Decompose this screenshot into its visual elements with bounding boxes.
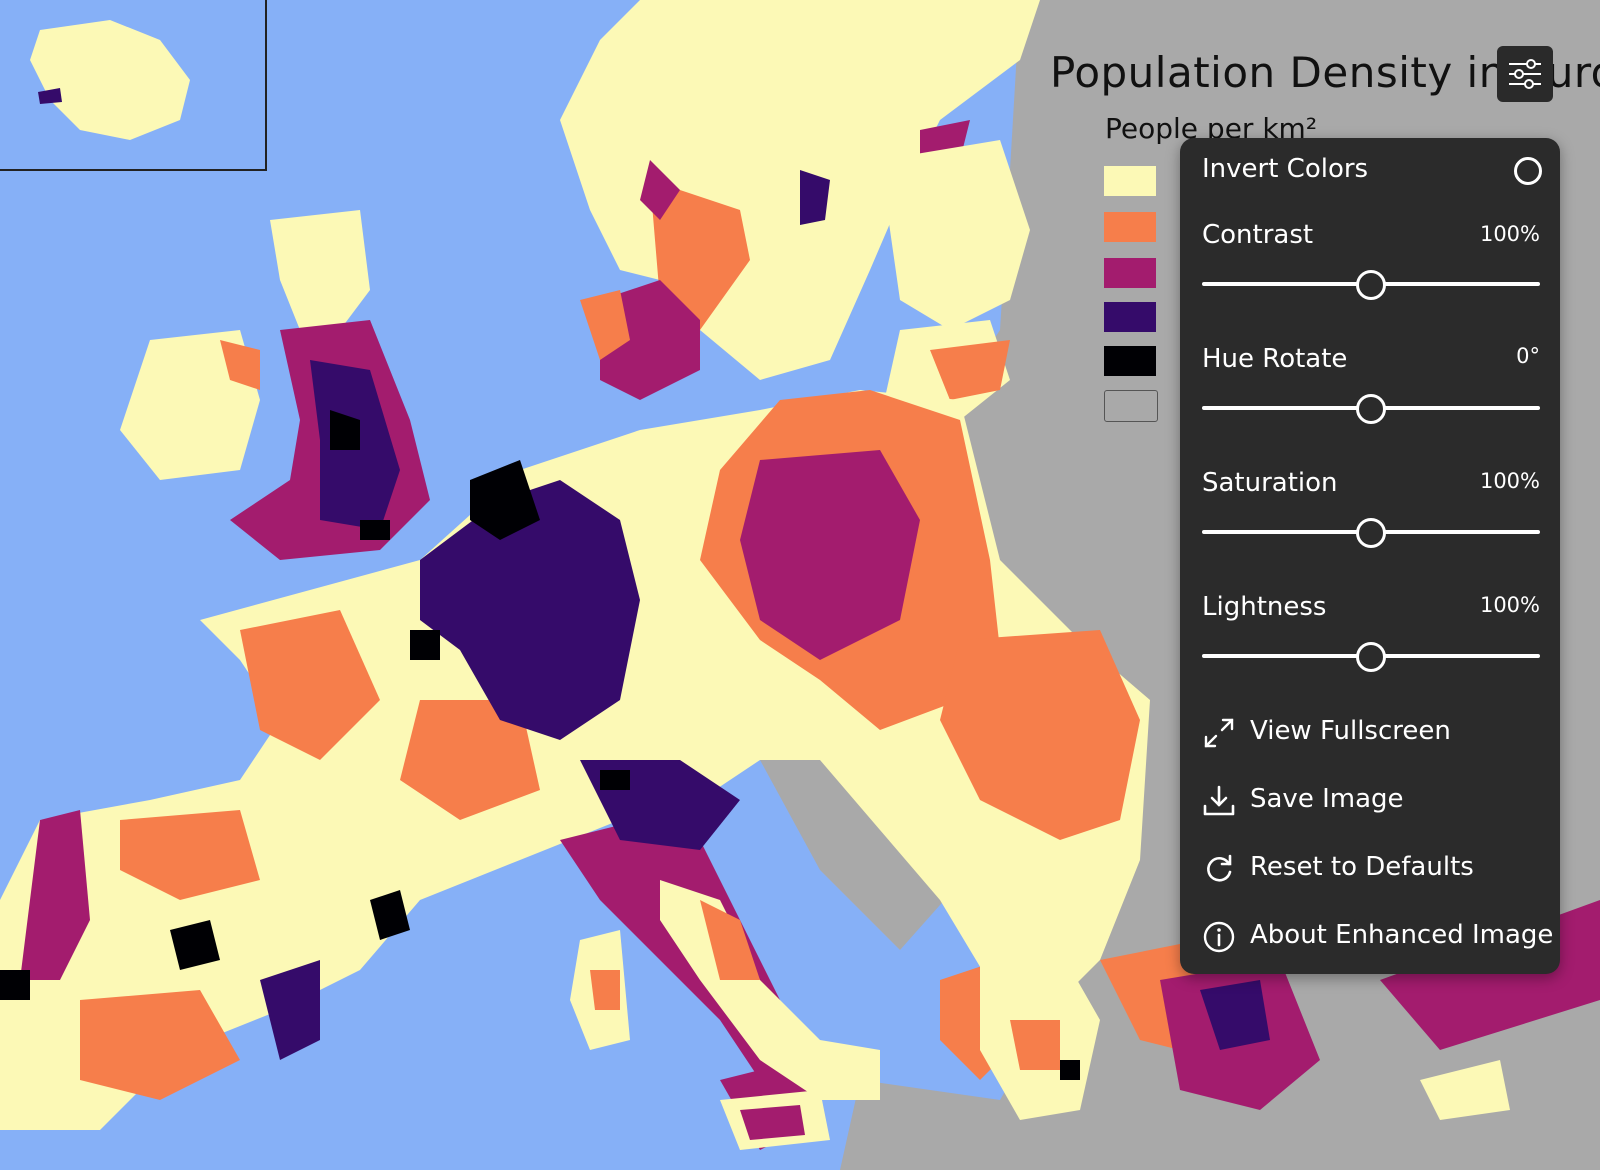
reset-icon	[1207, 854, 1232, 882]
contrast-value: 100%	[1479, 222, 1540, 246]
info-icon	[1203, 921, 1235, 953]
hue-rotate-slider[interactable]	[1202, 393, 1540, 424]
legend-swatch-2	[1104, 212, 1156, 242]
legend-swatch-no-data	[1104, 390, 1158, 422]
hue-rotate-slider-thumb[interactable]	[1356, 394, 1386, 424]
image-enhancement-panel: Invert Colors Contrast 100% Hue Rotate 0…	[1180, 138, 1560, 974]
view-fullscreen-button[interactable]: View Fullscreen	[1202, 712, 1542, 756]
saturation-slider[interactable]	[1202, 517, 1540, 548]
contrast-slider-thumb[interactable]	[1356, 270, 1386, 300]
legend-swatch-5	[1104, 346, 1156, 376]
save-image-button[interactable]: Save Image	[1202, 780, 1542, 824]
contrast-slider[interactable]	[1202, 269, 1540, 300]
lightness-label: Lightness	[1202, 592, 1327, 622]
legend-swatch-3	[1104, 258, 1156, 288]
image-settings-button[interactable]	[1497, 46, 1553, 102]
download-icon	[1203, 785, 1235, 816]
expand-icon	[1204, 718, 1234, 748]
lightness-slider[interactable]	[1202, 641, 1540, 672]
reset-defaults-button[interactable]: Reset to Defaults	[1202, 848, 1542, 892]
legend-swatch-4	[1104, 302, 1156, 332]
save-image-label: Save Image	[1250, 784, 1404, 814]
saturation-label: Saturation	[1202, 468, 1338, 498]
contrast-label: Contrast	[1202, 220, 1314, 250]
about-enhanced-image-button[interactable]: About Enhanced Image	[1202, 916, 1553, 960]
lightness-slider-thumb[interactable]	[1356, 642, 1386, 672]
hue-rotate-value: 0°	[1516, 344, 1540, 368]
invert-colors-label: Invert Colors	[1202, 154, 1369, 184]
legend-swatch-1	[1104, 166, 1156, 196]
lightness-value: 100%	[1479, 593, 1540, 617]
sliders-icon	[1509, 59, 1541, 89]
saturation-slider-thumb[interactable]	[1356, 518, 1386, 548]
reset-defaults-label: Reset to Defaults	[1250, 852, 1474, 882]
saturation-value: 100%	[1479, 469, 1540, 493]
hue-rotate-label: Hue Rotate	[1202, 344, 1348, 374]
invert-colors-toggle[interactable]	[1514, 157, 1542, 185]
view-fullscreen-label: View Fullscreen	[1250, 716, 1451, 746]
about-enhanced-image-label: About Enhanced Image	[1250, 920, 1554, 950]
